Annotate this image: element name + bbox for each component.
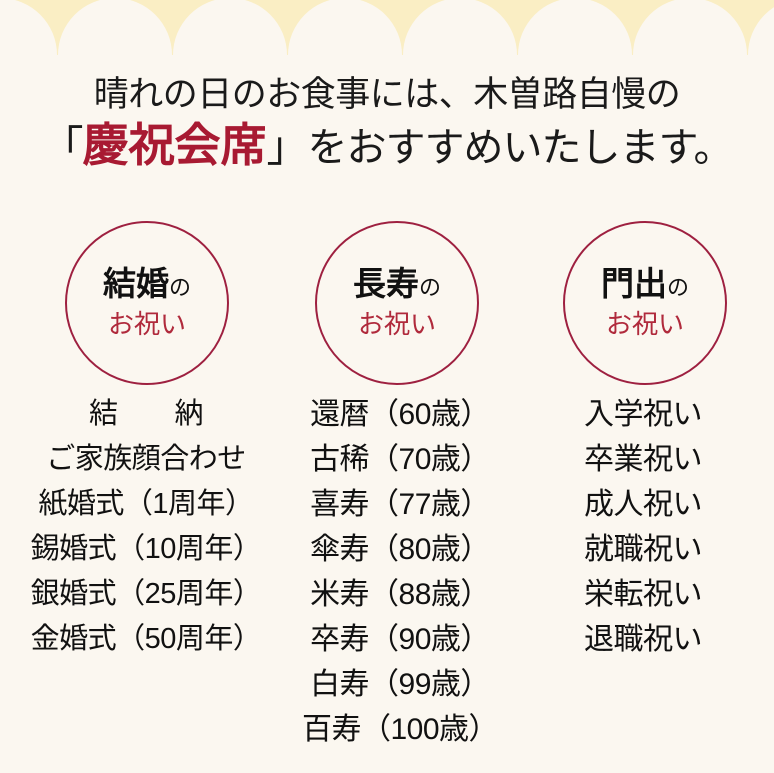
list-item: 卒業祝い bbox=[584, 443, 703, 476]
list-item: 白寿（99歳） bbox=[310, 668, 490, 701]
badge-longevity-sub: お祝い bbox=[357, 309, 436, 339]
occasion-columns: 結 納ご家族顔合わせ 紙婚式（1周年） 錫婚式（10周年） 銀婚式（25周年） 金婚式（… bbox=[0, 392, 774, 752]
badge-wedding: 結婚の お祝い bbox=[65, 221, 229, 385]
list-item: 紙婚式（1周年） bbox=[38, 488, 254, 520]
scalloped-top-band bbox=[0, 0, 774, 60]
category-badges: 結婚の お祝い 長寿の お祝い 門出の お祝い bbox=[0, 221, 774, 387]
badge-longevity-title: 長寿の bbox=[353, 267, 441, 306]
headline: 晴れの日のお食事には、木曽路自慢の 「慶祝会席」をおすすめいたします。 bbox=[0, 72, 774, 176]
list-item: 米寿（88歳） bbox=[310, 578, 490, 611]
badge-wedding-sub: お祝い bbox=[107, 309, 186, 339]
course-name-highlight: 慶祝会席 bbox=[82, 120, 267, 171]
badge-milestone: 門出の お祝い bbox=[563, 221, 727, 385]
list-item: 還暦（60歳） bbox=[310, 398, 490, 431]
list-item: 退職祝い bbox=[584, 623, 703, 656]
bracket-close-icon: 」 bbox=[266, 125, 309, 171]
list-item: 錫婚式（10周年） bbox=[30, 533, 262, 565]
headline-tail: をおすすめいたします。 bbox=[307, 125, 734, 170]
list-item: 金婚式（50周年） bbox=[30, 623, 262, 655]
list-item: 入学祝い bbox=[584, 398, 703, 431]
badge-milestone-sub: お祝い bbox=[605, 309, 684, 339]
list-item: 就職祝い bbox=[584, 533, 703, 566]
list-item: 傘寿（80歳） bbox=[310, 533, 490, 566]
badge-longevity: 長寿の お祝い bbox=[315, 221, 479, 385]
badge-milestone-title-main: 門出 bbox=[600, 266, 667, 303]
column-milestones: 入学祝い卒業祝い成人祝い就職祝い栄転祝い退職祝い bbox=[528, 392, 758, 752]
badge-wedding-title-suffix: の bbox=[168, 274, 191, 300]
list-item: 喜寿（77歳） bbox=[310, 488, 490, 521]
bracket-open-icon: 「 bbox=[41, 125, 83, 171]
headline-line-1: 晴れの日のお食事には、木曽路自慢の bbox=[93, 75, 681, 114]
list-item: 結 納 bbox=[88, 398, 204, 430]
column-wedding: 結 納ご家族顔合わせ 紙婚式（1周年） 錫婚式（10周年） 銀婚式（25周年） 金婚式（… bbox=[12, 392, 280, 752]
list-item: ご家族顔合わせ bbox=[46, 443, 246, 475]
badge-milestone-title: 門出の bbox=[601, 267, 689, 306]
list-item: 古稀（70歳） bbox=[310, 443, 490, 476]
scallop-shape bbox=[0, 0, 774, 60]
column-longevity: 還暦（60歳） 古稀（70歳） 喜寿（77歳） 傘寿（80歳） 米寿（88歳） 卒寿（90… bbox=[280, 392, 520, 752]
badge-longevity-title-suffix: の bbox=[418, 274, 441, 300]
badge-wedding-title: 結婚の bbox=[103, 267, 191, 306]
badge-wedding-title-main: 結婚 bbox=[102, 266, 169, 303]
badge-longevity-title-main: 長寿 bbox=[352, 266, 419, 303]
headline-line-2: 「慶祝会席」をおすすめいたします。 bbox=[0, 118, 774, 176]
list-item: 百寿（100歳） bbox=[301, 713, 499, 746]
list-item: 成人祝い bbox=[584, 488, 703, 521]
list-item: 卒寿（90歳） bbox=[310, 623, 490, 656]
list-item: 銀婚式（25周年） bbox=[30, 578, 262, 610]
list-item: 栄転祝い bbox=[584, 578, 703, 611]
badge-milestone-title-suffix: の bbox=[666, 274, 689, 300]
